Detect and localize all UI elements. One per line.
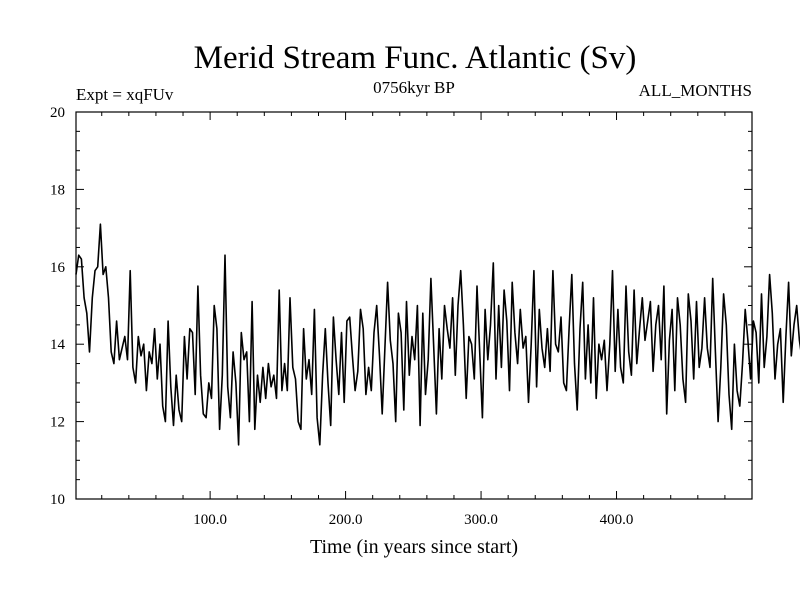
x-tick-label: 300.0 (464, 512, 498, 528)
y-tick-label: 18 (50, 182, 65, 198)
y-tick-label: 16 (50, 260, 66, 276)
y-tick-label: 12 (50, 415, 65, 431)
experiment-label: Expt = xqFUv (76, 85, 174, 104)
x-tick-label: 200.0 (329, 512, 363, 528)
series-line (75, 223, 800, 446)
x-tick-label: 400.0 (600, 512, 634, 528)
y-tick-label: 20 (50, 105, 65, 121)
y-tick-label: 10 (50, 492, 65, 508)
x-axis: 100.0 200.0 300.0 400.0 (101, 112, 726, 528)
y-tick-label: 14 (50, 337, 66, 353)
y-axis: 10 12 14 16 18 20 (50, 105, 752, 508)
series-layer (75, 223, 800, 446)
months-label: ALL_MONTHS (639, 81, 752, 100)
x-tick-label: 100.0 (193, 512, 227, 528)
chart-title: Merid Stream Func. Atlantic (Sv) (194, 40, 637, 76)
period-label: 0756kyr BP (373, 78, 455, 97)
x-axis-label: Time (in years since start) (310, 536, 518, 558)
plot-area: 100.0 200.0 300.0 400.0 10 12 14 16 18 20 (50, 105, 800, 528)
